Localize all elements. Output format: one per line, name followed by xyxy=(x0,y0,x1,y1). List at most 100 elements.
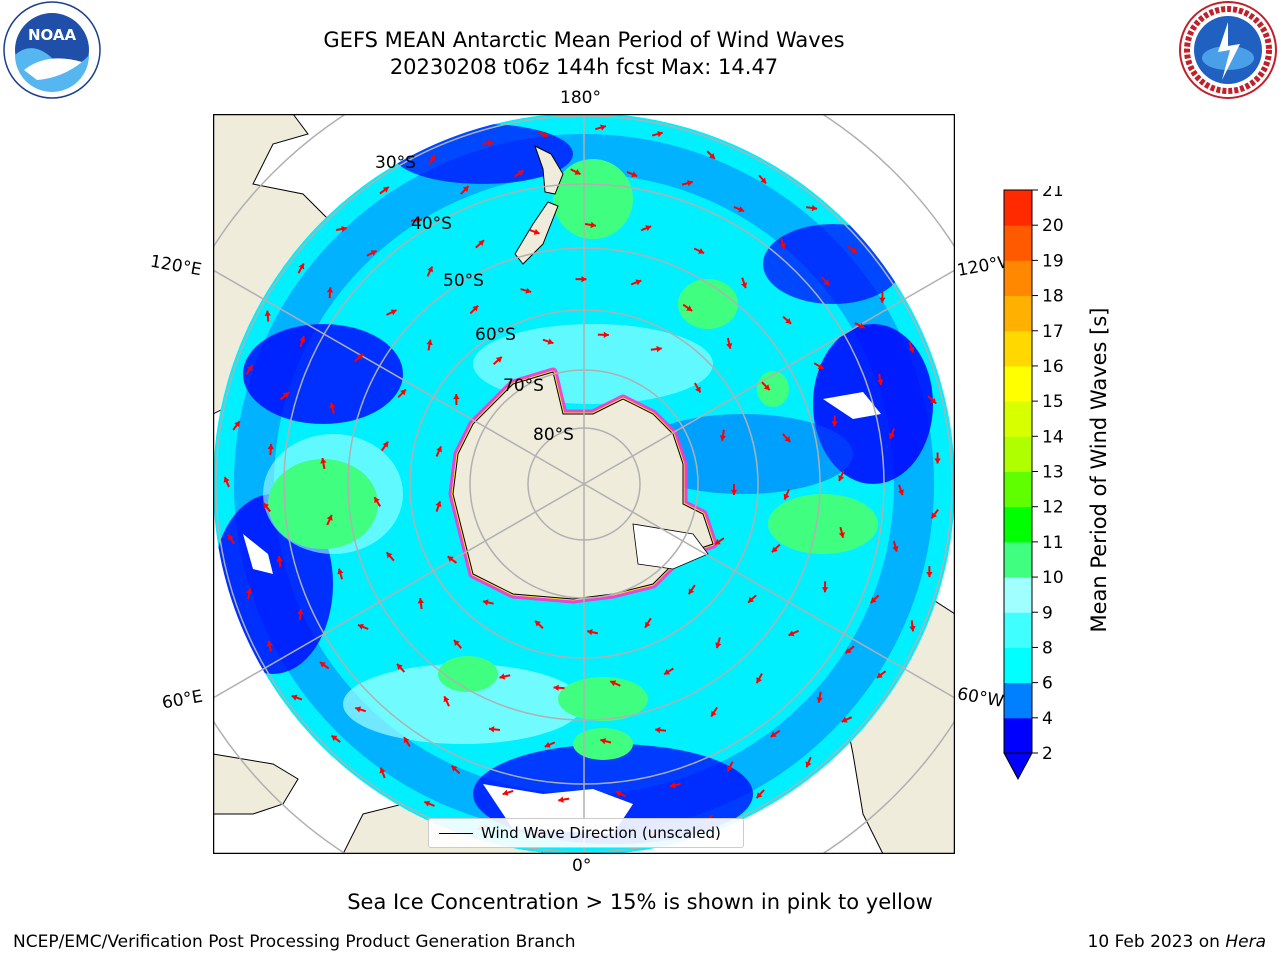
lon-label-60e: 60°E xyxy=(160,686,205,714)
chart-title: GEFS MEAN Antarctic Mean Period of Wind … xyxy=(323,28,845,52)
wave-arrow-head xyxy=(396,663,403,670)
wave-arrow-head xyxy=(298,263,305,270)
wave-arrow-head xyxy=(858,322,865,329)
lat-label-60s: 60°S xyxy=(475,325,516,345)
wave-arrow-head xyxy=(664,668,671,675)
wave-arrow-head xyxy=(831,421,838,427)
wave-arrow-head xyxy=(841,716,848,723)
wave-arrow-head xyxy=(453,640,460,646)
wave-arrow-head xyxy=(223,476,230,483)
colorbar-segment xyxy=(1004,401,1032,437)
lon-label-120e: 120°E xyxy=(148,251,204,281)
wave-arrow-head xyxy=(266,640,273,647)
colorbar-tick-label: 9 xyxy=(1042,603,1053,623)
wave-arrow-head xyxy=(838,475,845,482)
wave-arrow-head xyxy=(453,394,460,400)
wave-arrow-head xyxy=(489,726,495,733)
colorbar-segment xyxy=(1004,436,1032,472)
wave-arrow-head xyxy=(756,792,763,799)
wave-arrow-head xyxy=(686,305,693,311)
wave-arrow-head xyxy=(499,673,506,680)
svg-text:NOAA: NOAA xyxy=(28,26,77,44)
wave-arrow-head xyxy=(426,339,433,346)
wave-arrow-head xyxy=(386,552,393,559)
wave-arrow-head xyxy=(581,275,587,283)
wave-arrow-head xyxy=(805,761,812,768)
wave-arrow-head xyxy=(635,279,642,286)
wave-arrow-head xyxy=(234,421,240,428)
wave-arrow-head xyxy=(784,436,791,443)
lat-label-80s: 80°S xyxy=(533,425,574,445)
colorbar-segment xyxy=(1004,471,1032,508)
wave-arrow-head xyxy=(547,338,554,345)
lon-label-60w: 60°W xyxy=(955,684,1006,712)
colorbar-tick-label: 20 xyxy=(1042,216,1064,236)
wave-arrow-head xyxy=(850,247,857,253)
wave-arrow-head xyxy=(299,336,306,343)
wave-arrow-head xyxy=(427,266,433,273)
colorbar-segment xyxy=(1004,647,1032,684)
wave-arrow-head xyxy=(435,501,442,507)
wave-arrow-head xyxy=(443,696,450,703)
colorbar-segment xyxy=(1004,612,1032,648)
wave-arrow-head xyxy=(876,672,883,678)
wave-arrow-head xyxy=(615,790,622,797)
wave-arrow-head xyxy=(587,629,593,636)
wave-arrow-head xyxy=(558,796,564,803)
wave-arrow-head xyxy=(738,206,745,213)
colorbar-segment xyxy=(1004,295,1032,332)
wave-arrow-head xyxy=(785,317,792,324)
wave-arrow-head xyxy=(610,680,617,687)
wave-arrow-head xyxy=(714,538,721,545)
wave-arrow-head xyxy=(337,568,344,575)
colorbar-tick-label: 10 xyxy=(1042,568,1064,588)
wave-arrow-head xyxy=(909,625,916,632)
colorbar-tick-label: 19 xyxy=(1042,251,1064,271)
nws-logo xyxy=(1179,1,1277,99)
wave-arrow-head xyxy=(416,216,423,224)
wave-arrow-head xyxy=(888,432,895,439)
wave-arrow-head xyxy=(770,731,777,737)
wave-arrow-head xyxy=(276,556,283,562)
wave-arrow-head xyxy=(779,242,786,249)
graticule xyxy=(213,114,955,854)
wave-arrow-head xyxy=(760,177,767,184)
wave-arrow-head xyxy=(748,596,755,603)
footer-host: Hera xyxy=(1225,932,1266,952)
wave-arrow-head xyxy=(811,204,818,212)
wave-arrow-head xyxy=(487,139,494,147)
colorbar-tick-label: 8 xyxy=(1042,638,1053,658)
wave-arrow-head xyxy=(771,546,778,553)
wave-arrow-head xyxy=(719,435,727,441)
legend-label: Wind Wave Direction (unscaled) xyxy=(481,824,721,842)
colorbar-segment xyxy=(1004,541,1032,578)
lon-label-0: 0° xyxy=(572,856,592,876)
wave-arrow-head xyxy=(656,345,662,353)
wave-arrow-head xyxy=(341,225,347,233)
wave-arrow-head xyxy=(534,620,541,627)
colorbar-tick-label: 18 xyxy=(1042,287,1064,307)
wave-arrow-head xyxy=(574,169,581,175)
colorbar-tick-label: 21 xyxy=(1042,186,1064,201)
wave-arrow-head xyxy=(447,556,454,562)
colorbar-tick-label: 11 xyxy=(1042,533,1064,553)
colorbar: 2 4 6 8 9 10 11 12 13 14 15 16 17 18 19 20 21 xyxy=(1003,186,1064,781)
wave-arrow-head xyxy=(741,282,748,289)
footer-date: 10 Feb 2023 on Hera xyxy=(1088,932,1266,952)
wave-arrow-head xyxy=(374,497,380,504)
wave-arrow-head xyxy=(876,379,884,385)
lat-label-30s: 30°S xyxy=(375,153,416,173)
wave-arrow-head xyxy=(326,514,333,521)
wave-arrow-head xyxy=(297,609,304,615)
lat-label-40s: 40°S xyxy=(411,214,452,234)
wave-arrow-head xyxy=(686,180,693,187)
colorbar-segment xyxy=(1004,506,1032,543)
wave-arrow-head xyxy=(283,392,289,399)
wave-arrow-head xyxy=(326,287,334,293)
colorbar-tick-label: 4 xyxy=(1042,709,1053,729)
wave-arrow-head xyxy=(329,402,336,409)
lon-label-180: 180° xyxy=(560,88,601,108)
wave-arrow-head xyxy=(472,305,479,312)
wave-arrow-head xyxy=(502,789,509,796)
wave-arrow-head xyxy=(544,741,551,748)
